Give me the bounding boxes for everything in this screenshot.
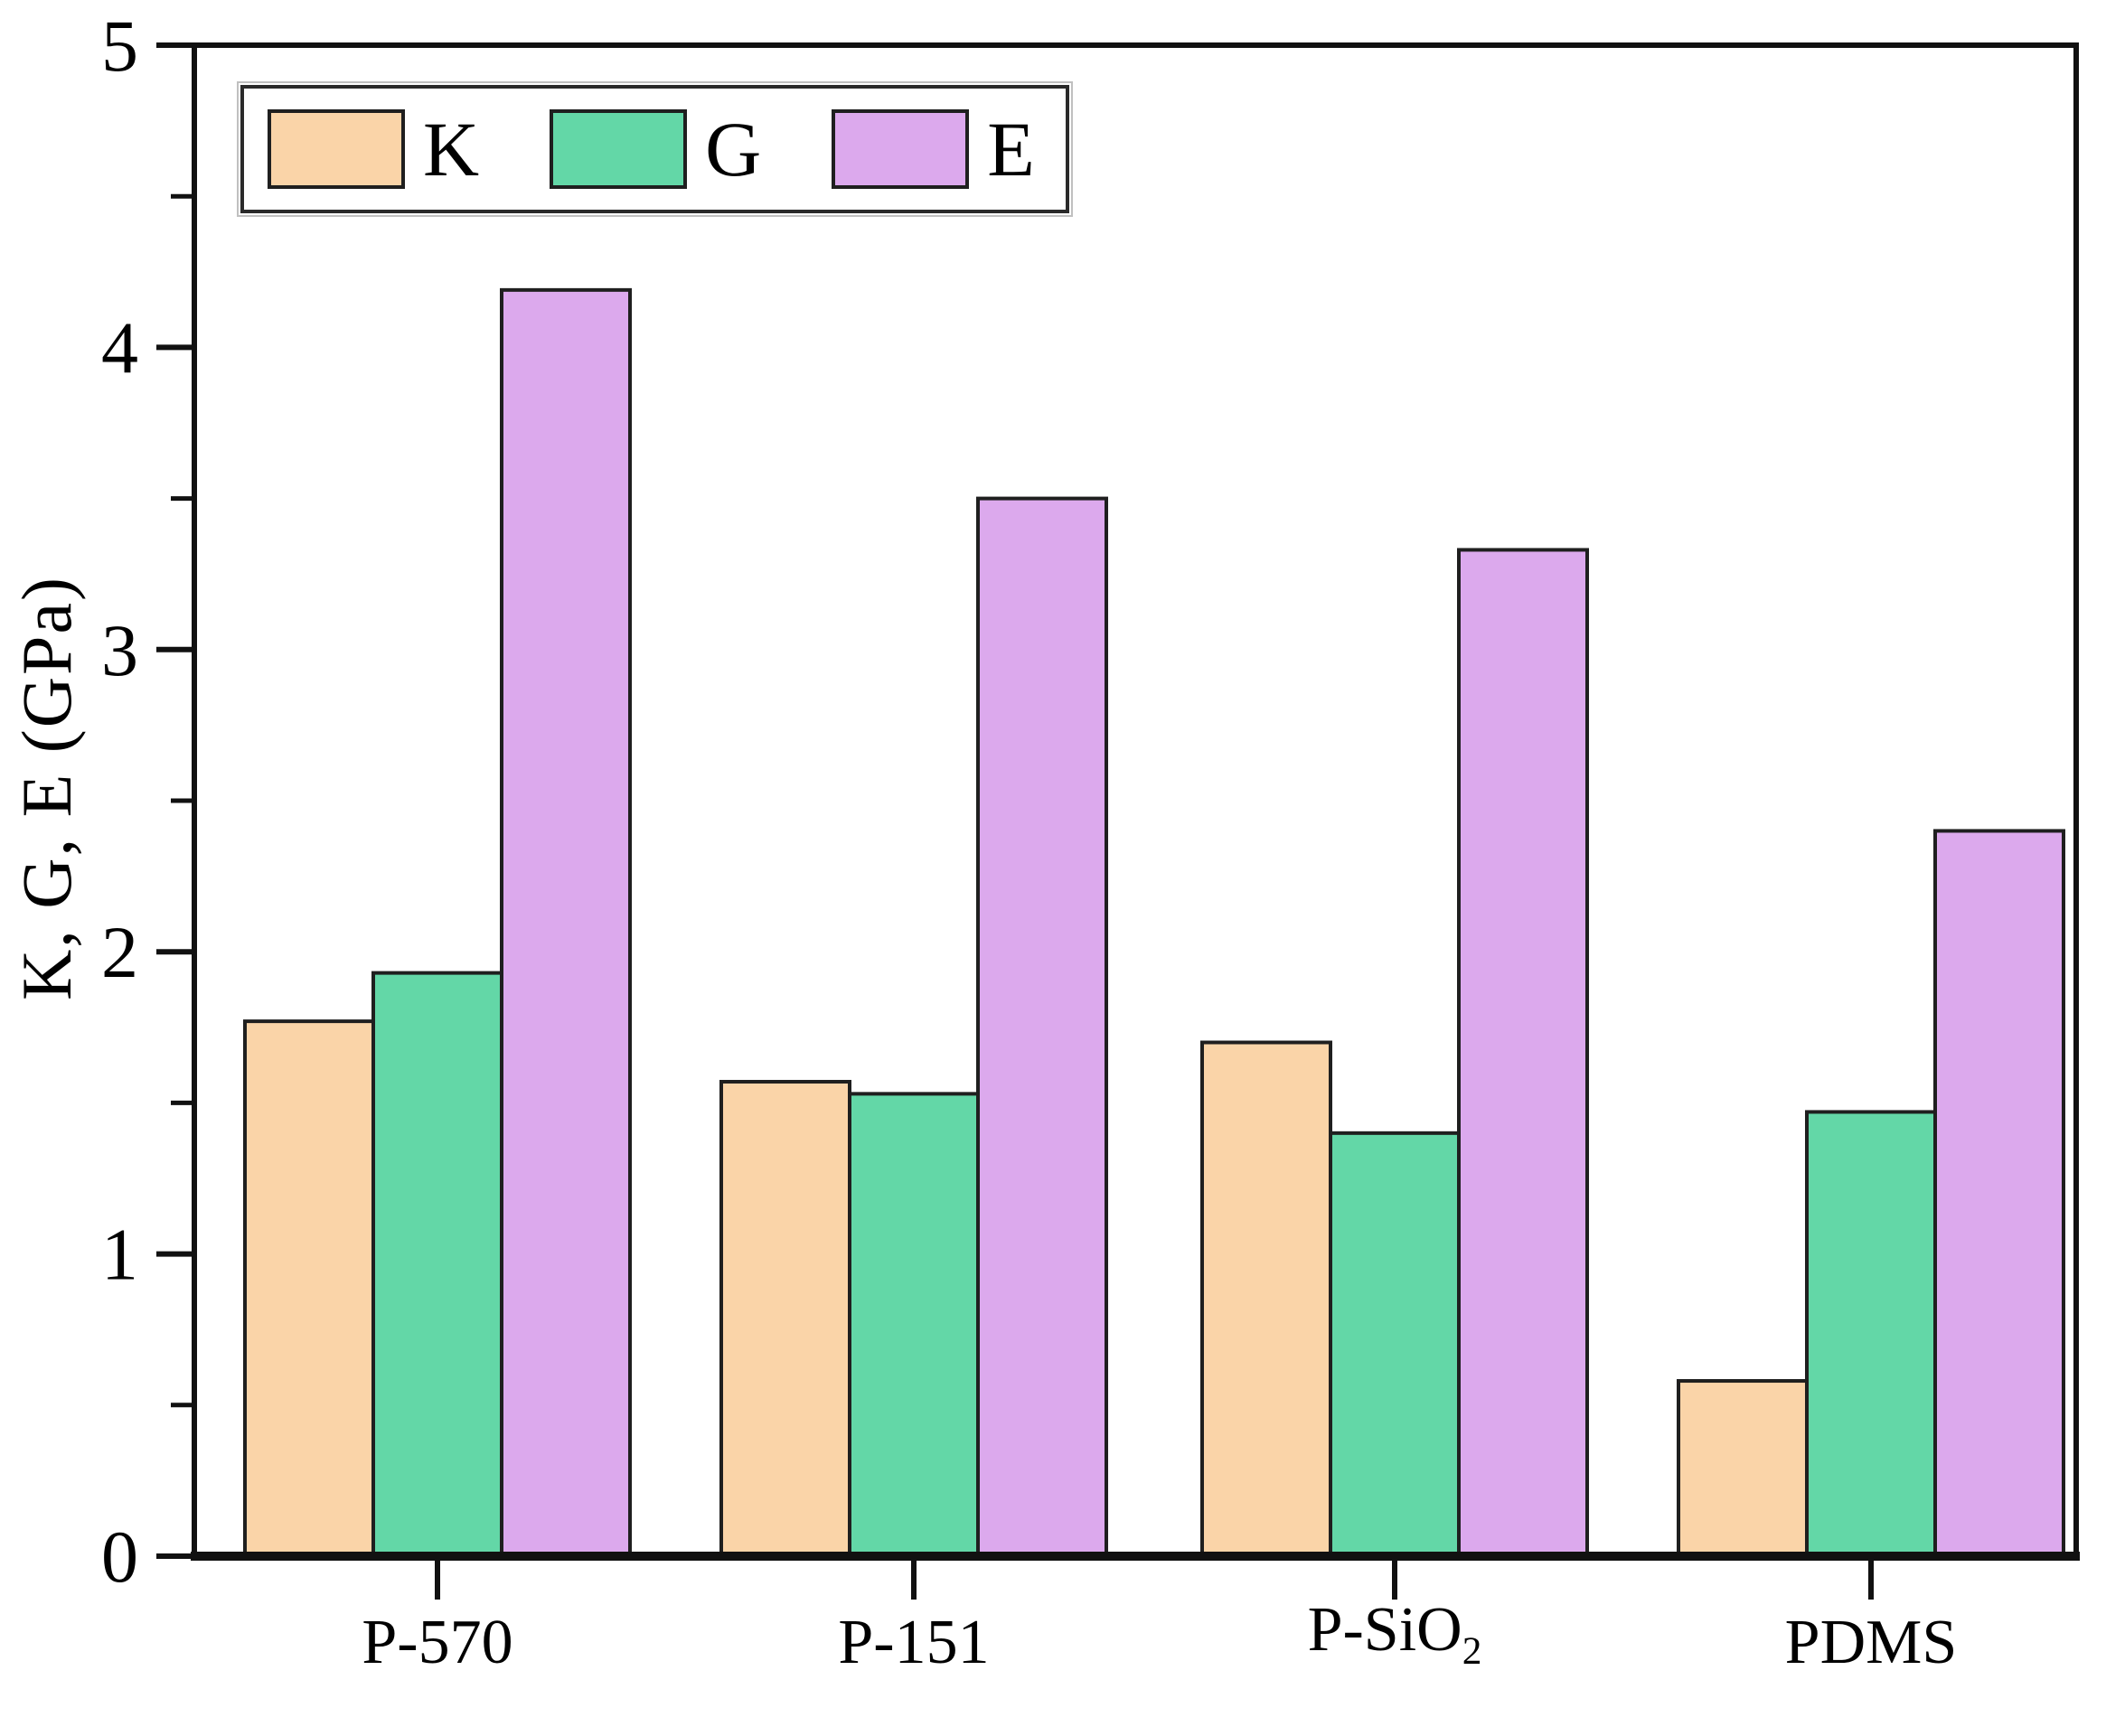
legend-item-K: K <box>268 109 479 189</box>
bar-G-P-570 <box>371 971 503 1559</box>
bar-G-P-151 <box>848 1092 980 1559</box>
legend-item-G: G <box>550 109 761 189</box>
bar-E-PDMS <box>1933 829 2065 1558</box>
legend-label-G: G <box>705 106 762 192</box>
x-tick-label-PDMS: PDMS <box>1784 1608 1958 1677</box>
y-axis-title: K, G, E (GPa) <box>7 575 86 1001</box>
legend-label-K: K <box>423 106 480 192</box>
bar-E-P-570 <box>500 287 632 1558</box>
y-tick-label: 1 <box>101 1214 138 1296</box>
x-tick-label-P-SiO2: P-SiO2 <box>1307 1595 1482 1674</box>
bar-K-P-SiO2 <box>1200 1040 1332 1558</box>
legend-item-E: E <box>832 109 1035 189</box>
bar-K-P-151 <box>719 1079 851 1558</box>
legend-swatch-K <box>268 109 405 189</box>
y-tick-label: 3 <box>101 609 138 691</box>
legend-swatch-E <box>832 109 970 189</box>
bar-E-P-SiO2 <box>1457 548 1589 1558</box>
y-tick-label: 4 <box>101 306 138 389</box>
y-tick-label: 0 <box>101 1515 138 1598</box>
legend-label-E: E <box>987 106 1035 192</box>
y-tick-label: 2 <box>101 911 138 993</box>
x-tick-label-P-570: P-570 <box>362 1608 513 1677</box>
bar-G-P-SiO2 <box>1329 1131 1461 1558</box>
bar-K-PDMS <box>1677 1379 1809 1558</box>
bar-E-P-151 <box>976 496 1108 1558</box>
bar-K-P-570 <box>243 1019 375 1559</box>
y-tick-label: 5 <box>101 5 138 87</box>
bar-G-PDMS <box>1805 1110 1937 1558</box>
x-tick-label-P-151: P-151 <box>838 1608 990 1677</box>
legend-swatch-G <box>550 109 688 189</box>
